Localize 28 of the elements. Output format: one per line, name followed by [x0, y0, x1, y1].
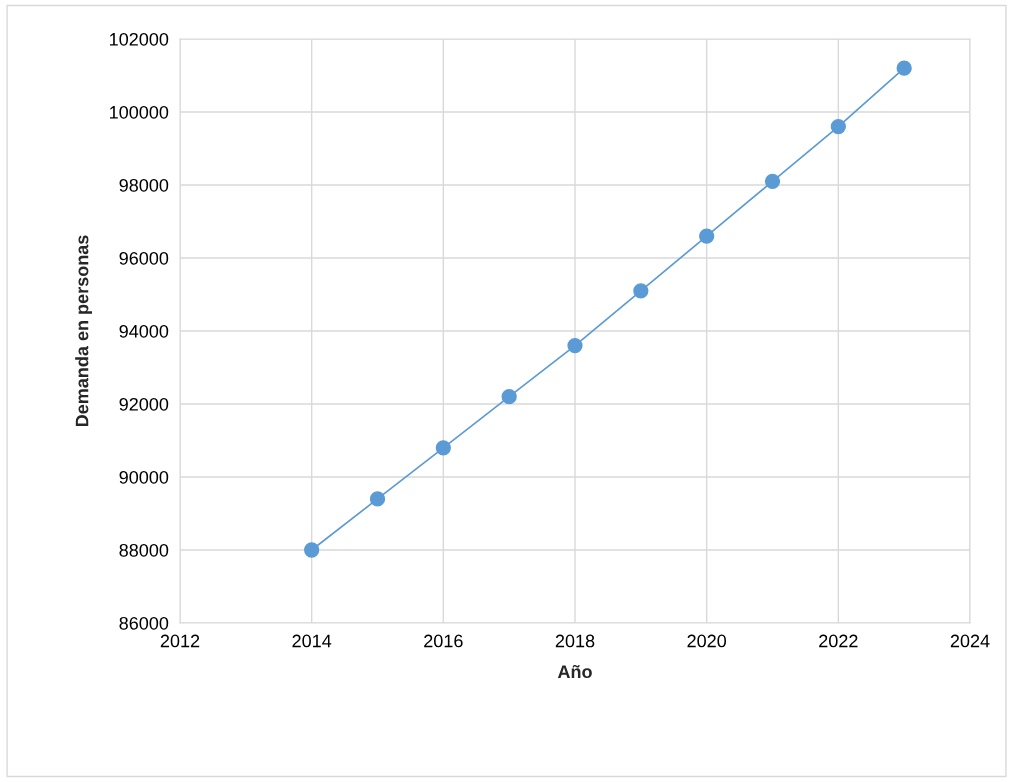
point [764, 173, 781, 189]
y-tick-label: 102000 [110, 32, 169, 46]
y-axis-title: Demanda en personas [75, 235, 92, 427]
point [830, 118, 846, 135]
x-tick-label: 2020 [687, 634, 727, 648]
y-tick-label: 94000 [119, 324, 169, 338]
y-tick-label: 90000 [119, 470, 169, 484]
point [633, 283, 649, 299]
x-axis-title: Año [557, 664, 592, 679]
y-tick-label: 92000 [119, 397, 169, 411]
x-tick-label: 2022 [819, 634, 858, 648]
y-tick-label: 98000 [119, 178, 169, 192]
point [501, 389, 517, 405]
y-tick-label: 86000 [119, 616, 169, 630]
point [567, 337, 583, 354]
x-tick-label: 2016 [424, 634, 463, 648]
y-tick-label: 88000 [119, 543, 169, 557]
point [369, 491, 386, 507]
y-tick-label: 100000 [110, 105, 169, 119]
point [435, 440, 451, 456]
point [699, 228, 715, 244]
point [896, 60, 912, 76]
x-tick-label: 2024 [950, 634, 990, 648]
y-tick-label: 96000 [119, 251, 169, 265]
x-tick-label: 2018 [555, 634, 595, 648]
x-tick-label: 2012 [160, 634, 200, 648]
point [304, 542, 320, 558]
x-tick-label: 2014 [292, 634, 332, 648]
